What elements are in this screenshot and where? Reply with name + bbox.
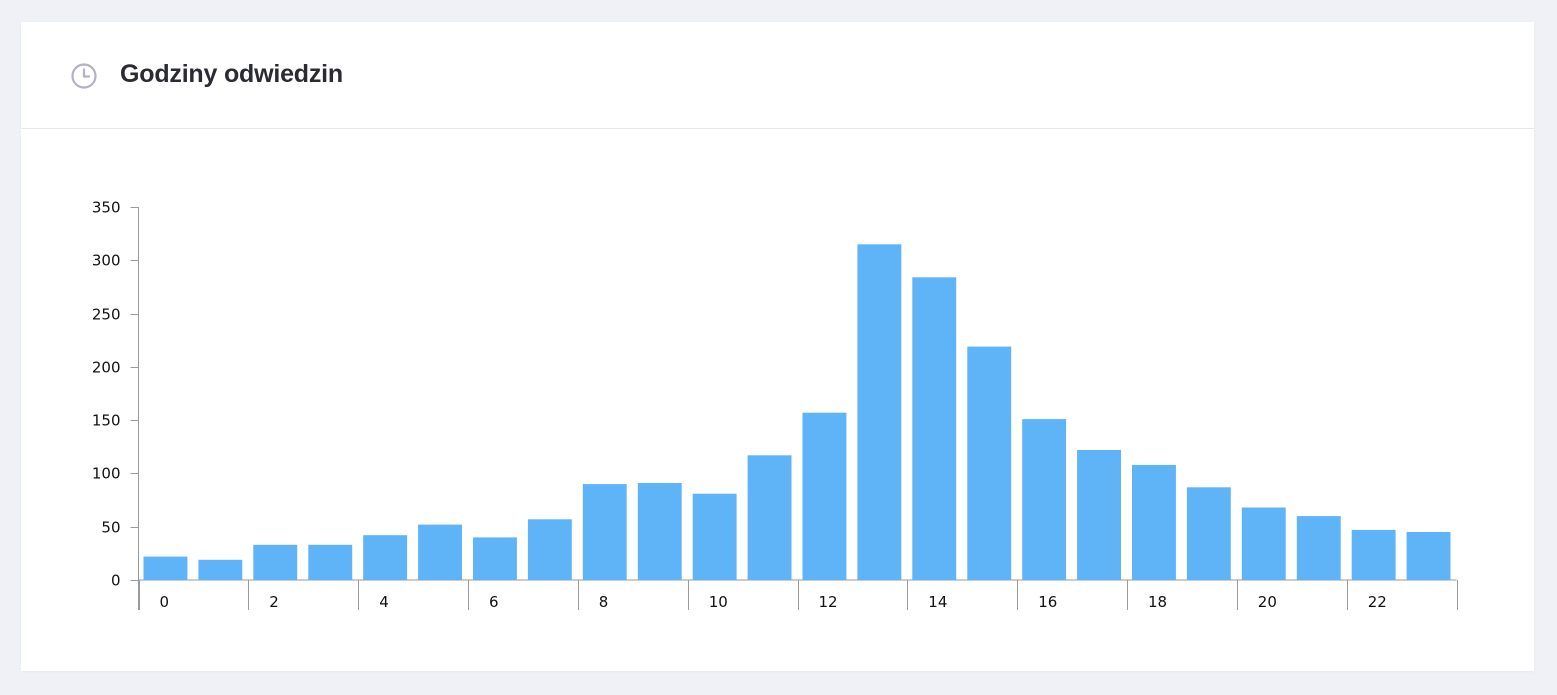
bar	[1296, 516, 1341, 580]
y-tick-label: 250	[92, 306, 121, 324]
x-tick-label: 10	[709, 593, 728, 611]
bar	[967, 346, 1012, 580]
bar	[857, 244, 902, 581]
card-title: Godziny odwiedzin	[120, 60, 343, 88]
y-tick-label: 0	[111, 572, 121, 590]
x-tick-label: 16	[1038, 593, 1057, 611]
x-tick-label: 12	[819, 593, 838, 611]
bar	[1022, 419, 1067, 580]
bar	[253, 544, 298, 580]
bar	[747, 455, 792, 580]
bar	[1351, 529, 1396, 580]
bar	[198, 559, 243, 580]
y-tick-label: 100	[92, 465, 121, 483]
bar	[1241, 507, 1286, 580]
bar	[308, 544, 353, 580]
card-header: Godziny odwiedzin	[21, 22, 1534, 129]
x-tick-label: 22	[1368, 593, 1387, 611]
bar	[1077, 450, 1121, 580]
clock-icon	[71, 63, 97, 89]
y-tick-label: 300	[92, 252, 121, 270]
y-tick-label: 50	[101, 519, 120, 537]
bar	[143, 556, 188, 580]
bar	[1186, 487, 1231, 580]
bar	[637, 483, 682, 580]
x-tick-label: 6	[489, 593, 499, 611]
bar	[692, 493, 737, 580]
bar	[418, 524, 462, 580]
x-tick-label: 18	[1148, 593, 1167, 611]
bar	[473, 537, 517, 580]
bar	[802, 412, 847, 580]
x-tick-label: 4	[379, 593, 389, 611]
bar	[527, 519, 572, 580]
bar	[1132, 464, 1176, 580]
x-tick-label: 14	[928, 593, 947, 611]
bar	[912, 277, 957, 580]
bar-chart: 0 50 100 150 200 250 300 350 0 2 4 6 8 10 12 14 16 18 20 22	[92, 199, 1458, 611]
bar	[1406, 532, 1451, 580]
x-tick-label: 20	[1258, 593, 1277, 611]
x-tick-label: 2	[269, 593, 279, 611]
y-tick-label: 200	[92, 359, 121, 377]
visit-hours-card: Godziny odwiedzin 0 50 100 150 200 250 300 350 0…	[21, 22, 1534, 671]
chart-area: 0 50 100 150 200 250 300 350 0 2 4 6 8 10 12 14 16 18 20 22	[21, 22, 1534, 671]
x-tick-label: 8	[599, 593, 609, 611]
bar	[363, 535, 408, 580]
y-tick-label: 350	[92, 199, 121, 217]
y-tick-label: 150	[92, 412, 121, 430]
bar	[582, 484, 627, 580]
x-tick-label: 0	[160, 593, 170, 611]
